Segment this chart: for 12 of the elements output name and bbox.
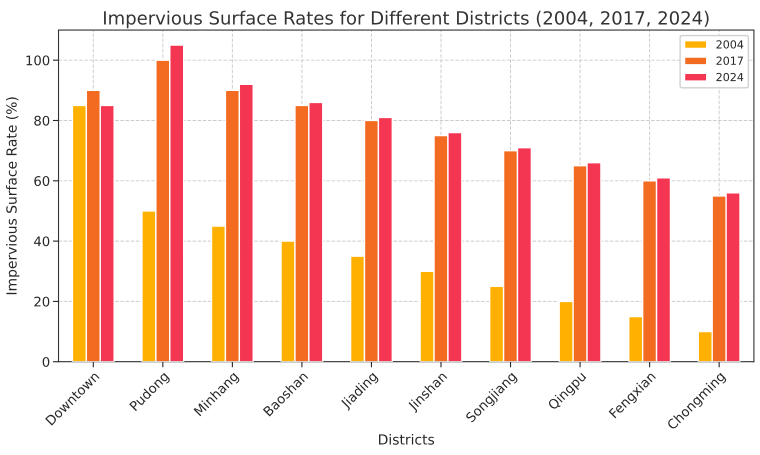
y-tick-label: 0 (42, 356, 50, 367)
legend-label: 2017 (716, 56, 743, 65)
y-tick-label: 40 (34, 236, 50, 246)
y-tick-label: 60 (34, 176, 50, 186)
y-tick-label: 80 (34, 116, 50, 126)
legend-label: 2004 (716, 40, 744, 49)
y-axis-title: Impervious Surface Rate (%) (6, 97, 20, 294)
legend-label: 2024 (716, 72, 744, 82)
x-axis-title: Districts (379, 434, 434, 445)
y-tick-label: 20 (34, 296, 50, 307)
chart-title: Impervious Surface Rates for Different Districts (2004, 2017, 2024) (104, 10, 709, 28)
y-tick-label: 100 (26, 55, 50, 66)
